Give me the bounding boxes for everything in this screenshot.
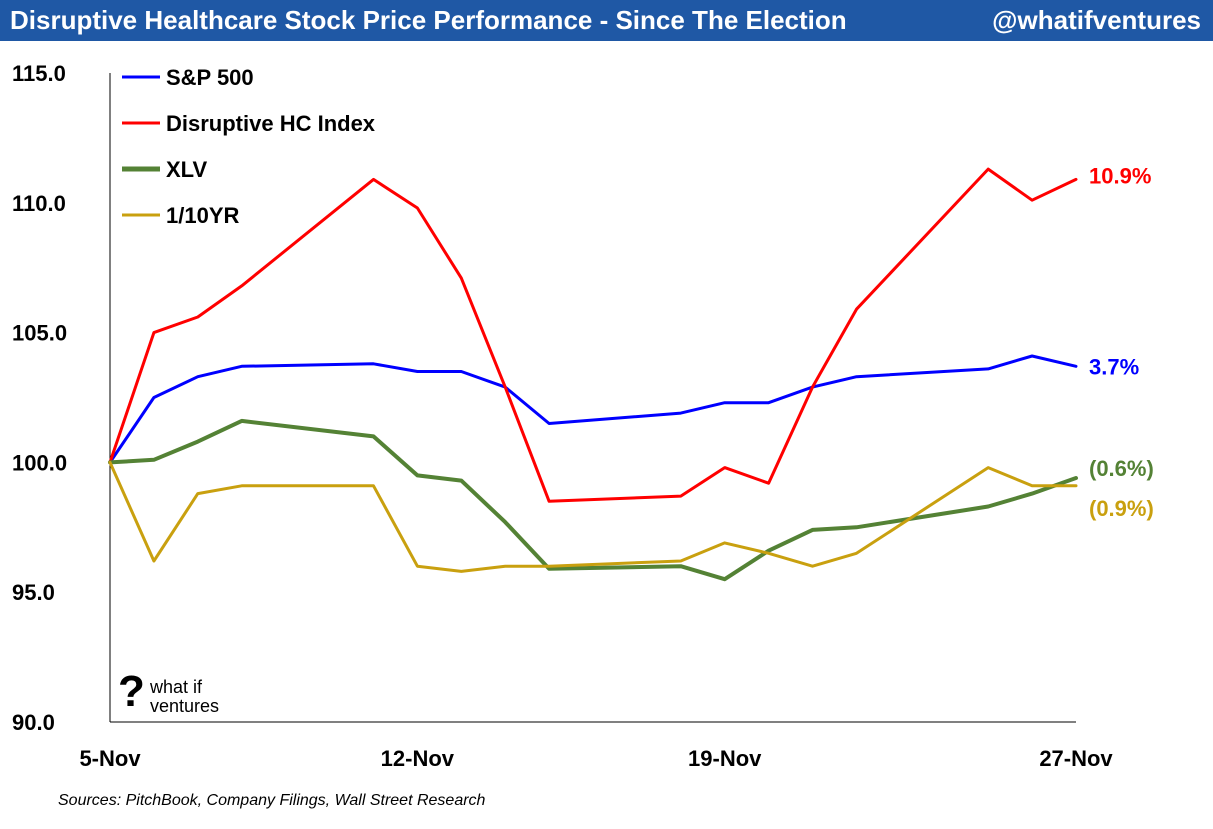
series-line xyxy=(108,354,1078,464)
end-value-label: 3.7% xyxy=(1089,354,1139,379)
x-tick-label: 12-Nov xyxy=(381,746,455,771)
x-tick-label: 19-Nov xyxy=(688,746,762,771)
y-tick-label: 105.0 xyxy=(12,321,67,346)
x-tick-label: 27-Nov xyxy=(1039,746,1113,771)
chart-title: Disruptive Healthcare Stock Price Perfor… xyxy=(10,5,847,35)
legend-label: 1/10YR xyxy=(166,203,239,228)
source-note: Sources: PitchBook, Company Filings, Wal… xyxy=(58,792,486,809)
y-tick-label: 100.0 xyxy=(12,450,67,475)
chart-legend: S&P 500 Disruptive HC Index XLV 1/10YR xyxy=(122,65,376,228)
series-line xyxy=(108,460,1078,573)
y-tick-label: 95.0 xyxy=(12,580,55,605)
series-line xyxy=(108,418,1078,582)
y-tick-label: 110.0 xyxy=(12,191,66,216)
what-if-ventures-logo: ? what if ventures xyxy=(118,668,258,720)
legend-label: S&P 500 xyxy=(166,65,254,90)
chart-end-labels: 3.7% 10.9% (0.6%) (0.9%) xyxy=(1089,163,1154,520)
end-value-label: (0.9%) xyxy=(1089,496,1154,521)
header-bar: Disruptive Healthcare Stock Price Perfor… xyxy=(0,0,1213,41)
chart-series xyxy=(108,167,1078,582)
question-mark-icon: ? xyxy=(118,667,145,716)
series-line xyxy=(108,167,1078,503)
twitter-handle: @whatifventures xyxy=(992,5,1201,35)
y-tick-label: 115.0 xyxy=(12,61,66,86)
chart-axes: 90.0 95.0 100.0 105.0 110.0 115.0 5-Nov 12-Nov 1… xyxy=(12,61,1113,771)
legend-label: XLV xyxy=(166,157,207,182)
logo-text: what if ventures xyxy=(150,677,220,716)
end-value-label: (0.6%) xyxy=(1089,456,1154,481)
y-tick-label: 90.0 xyxy=(12,710,55,735)
x-tick-label: 5-Nov xyxy=(79,746,141,771)
end-value-label: 10.9% xyxy=(1089,163,1151,188)
legend-label: Disruptive HC Index xyxy=(166,111,376,136)
